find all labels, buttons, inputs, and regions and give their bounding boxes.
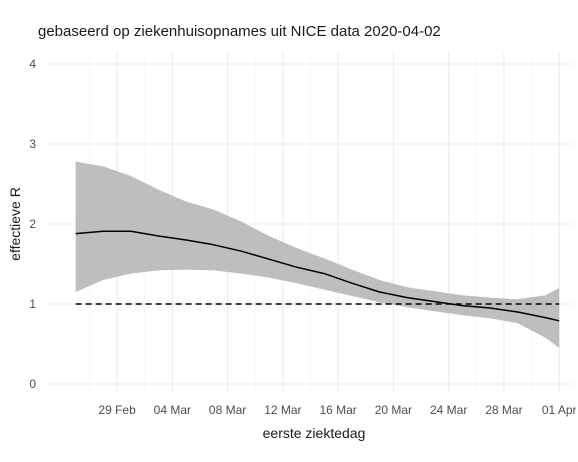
y-tick-label: 3 [29, 137, 36, 151]
confidence-band [75, 161, 560, 348]
chart-title: gebaseerd op ziekenhuisopnames uit NICE … [38, 23, 441, 40]
x-tick-label: 29 Feb [98, 403, 136, 417]
y-tick-label: 2 [29, 217, 36, 231]
y-tick-labels: 0 1 2 3 4 [29, 57, 36, 391]
x-tick-label: 01 Apr [542, 403, 577, 417]
estimate-line [75, 230, 560, 322]
x-tick-label: 24 Mar [430, 403, 467, 417]
confidence-bands [75, 161, 560, 348]
y-tick-label: 4 [29, 57, 36, 71]
x-tick-label: 28 Mar [485, 403, 522, 417]
x-tick-label: 04 Mar [154, 403, 191, 417]
x-tick-labels: 29 Feb 04 Mar 08 Mar 12 Mar 16 Mar 20 Mar 24 M… [98, 403, 576, 417]
x-tick-label: 12 Mar [264, 403, 301, 417]
x-tick-label: 16 Mar [319, 403, 356, 417]
y-axis-label: effectieve R [7, 187, 23, 261]
major-gridlines [48, 52, 573, 392]
y-tick-label: 0 [29, 377, 36, 391]
series-lines [75, 230, 560, 322]
y-tick-label: 1 [29, 297, 36, 311]
x-tick-label: 20 Mar [375, 403, 412, 417]
x-axis-label: eerste ziektedag [263, 425, 366, 441]
x-tick-label: 08 Mar [209, 403, 246, 417]
